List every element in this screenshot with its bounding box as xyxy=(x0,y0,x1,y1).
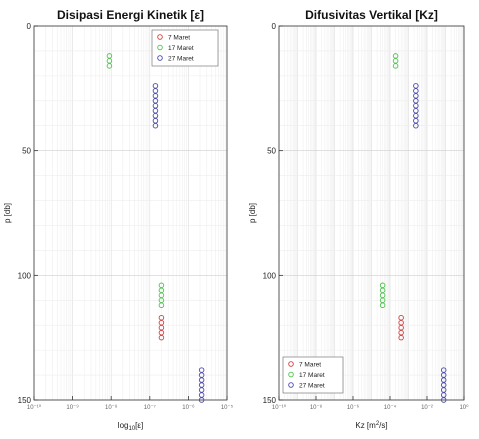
legend-label: 27 Maret xyxy=(299,383,325,390)
x-tick-label: 10⁻¹⁰ xyxy=(272,404,287,411)
data-point xyxy=(440,397,447,403)
legend-marker xyxy=(288,382,294,388)
legend-marker xyxy=(288,361,294,367)
x-tick-label: 10⁻⁹ xyxy=(66,404,79,411)
legend-box xyxy=(151,29,219,67)
y-axis-label: p [db] xyxy=(3,203,12,223)
legend-label: 7 Maret xyxy=(168,35,190,42)
legend: 7 Maret 17 Maret 27 Maret xyxy=(282,356,344,394)
series-7-maret xyxy=(158,314,165,341)
data-point xyxy=(198,397,205,403)
data-point xyxy=(398,334,404,341)
chart-1: Disipasi Energi Kinetik [ε] 0 50 100 15010⁻¹… xyxy=(3,8,234,432)
y-tick-label: 50 xyxy=(22,147,31,156)
x-axis-label: Kz [m2/s] xyxy=(355,421,387,430)
axes-frame xyxy=(33,25,228,401)
legend-label: 17 Maret xyxy=(299,372,325,379)
x-tick-label: 10⁻⁷ xyxy=(144,404,156,411)
y-tick-label: 150 xyxy=(263,396,277,405)
series-27-maret xyxy=(152,83,205,403)
x-axis-label: log10[ε] xyxy=(118,421,143,432)
series-17-maret xyxy=(379,53,399,309)
y-axis-label: p [db] xyxy=(248,203,257,223)
x-tick-label: 10⁻² xyxy=(421,405,433,411)
legend-label: 27 Maret xyxy=(168,56,194,63)
x-tick-label: 10⁻⁶ xyxy=(347,404,360,411)
data-point xyxy=(392,63,399,69)
y-tick-label: 50 xyxy=(267,147,276,156)
x-tick-label: 10⁻⁸ xyxy=(310,404,323,411)
series-27-maret xyxy=(413,83,447,403)
y-tick-label: 0 xyxy=(27,22,32,31)
legend: 7 Maret 17 Maret 27 Maret xyxy=(151,29,219,67)
plot-area xyxy=(34,26,227,400)
legend-marker xyxy=(157,34,163,40)
y-tick-label: 0 xyxy=(272,22,277,31)
x-tick-label: 10⁻¹⁰ xyxy=(27,404,42,411)
y-tick-label: 100 xyxy=(18,271,32,280)
x-tick-label: 10⁻⁴ xyxy=(384,404,397,411)
data-point xyxy=(106,63,113,69)
axes-frame xyxy=(278,25,465,401)
x-tick-label: 10⁻⁶ xyxy=(182,404,195,411)
chart-title: Disipasi Energi Kinetik [ε] xyxy=(57,8,204,22)
series-17-maret xyxy=(106,53,165,309)
chart-title: Difusivitas Vertikal [Kz] xyxy=(305,8,438,22)
y-tick-label: 100 xyxy=(263,271,277,280)
legend-label: 7 Maret xyxy=(299,362,321,369)
data-point xyxy=(379,302,386,309)
x-tick-label: 10⁻⁵ xyxy=(221,404,234,411)
legend-marker xyxy=(157,44,163,51)
data-point xyxy=(158,334,165,341)
legend-marker xyxy=(157,55,163,61)
data-point xyxy=(158,302,165,309)
data-point xyxy=(413,122,419,129)
x-tick-label: 10⁻⁸ xyxy=(105,404,118,411)
series-7-maret xyxy=(398,314,404,341)
y-tick-label: 150 xyxy=(18,396,32,405)
data-point xyxy=(152,122,159,129)
legend-marker xyxy=(288,371,294,378)
x-tick-label: 10⁰ xyxy=(459,404,469,411)
legend-label: 17 Maret xyxy=(168,45,194,52)
